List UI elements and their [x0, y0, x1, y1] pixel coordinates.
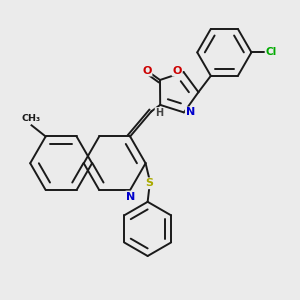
- Text: N: N: [126, 191, 135, 202]
- Text: N: N: [186, 107, 195, 117]
- Text: CH₃: CH₃: [21, 114, 40, 123]
- Text: O: O: [142, 66, 152, 76]
- Text: Cl: Cl: [266, 47, 277, 57]
- Text: H: H: [155, 108, 164, 118]
- Text: S: S: [146, 178, 154, 188]
- Text: O: O: [172, 66, 182, 76]
